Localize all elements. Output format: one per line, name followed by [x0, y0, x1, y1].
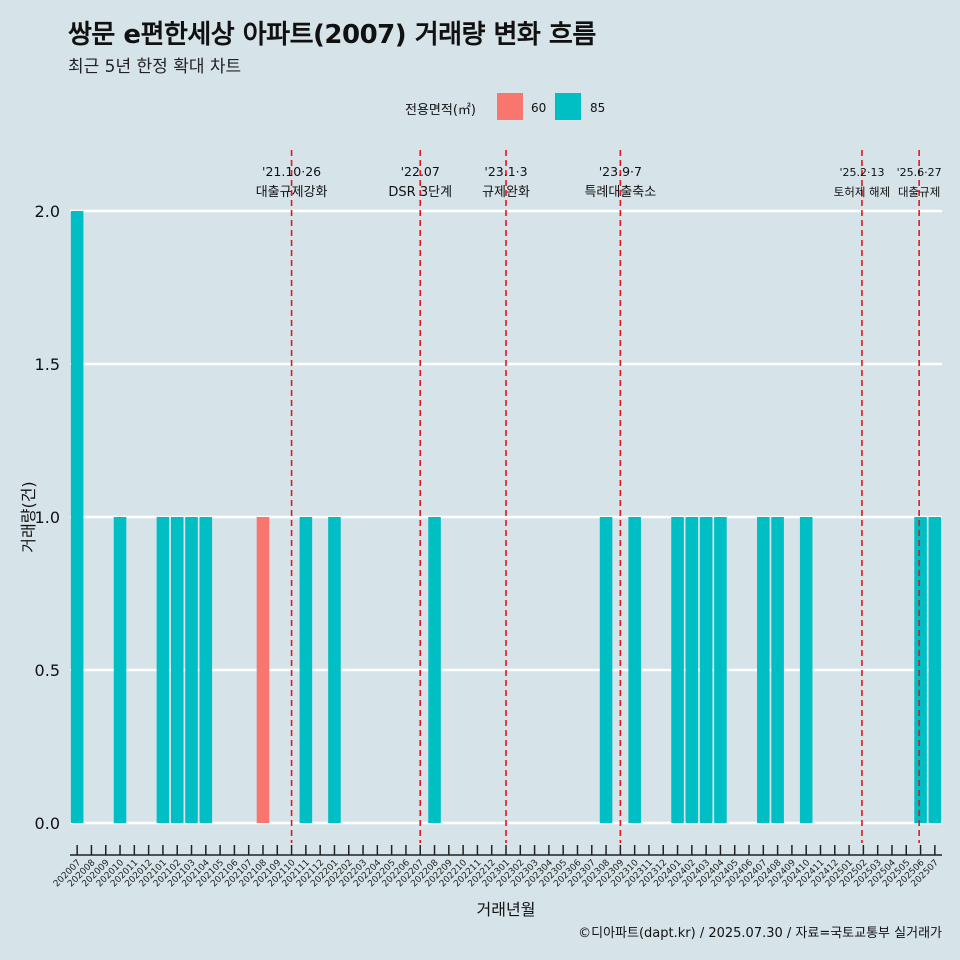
legend-swatch-60: [497, 93, 523, 120]
legend-swatch-85: [555, 93, 581, 120]
bar-85: [628, 517, 641, 823]
y-tick-label: 2.0: [35, 202, 60, 221]
legend-label-85: 85: [590, 101, 606, 115]
annotation-text: 대출규제강화: [256, 185, 328, 200]
y-tick-label: 1.0: [35, 508, 60, 527]
bar-85: [928, 517, 942, 823]
source-caption: ©디아파트(dapt.kr) / 2025.07.30 / 자료=국토교통부 실…: [578, 926, 942, 941]
bar-85: [185, 517, 198, 823]
legend-title: 전용면적(㎡): [405, 103, 476, 118]
annotation-date: '25.6·27: [897, 166, 942, 179]
bar-85: [714, 517, 727, 823]
legend-label-60: 60: [531, 101, 547, 115]
legend: 전용면적(㎡) 60 85: [0, 93, 960, 121]
bar-85: [914, 517, 927, 823]
x-axis-title: 거래년월: [477, 900, 536, 919]
y-tick-label: 1.5: [35, 355, 60, 374]
bar-85: [199, 517, 213, 823]
chart-title: 쌍문 e편한세상 아파트(2007) 거래량 변화 흐름: [68, 20, 596, 50]
bar-85: [299, 517, 313, 823]
bar-85: [113, 517, 127, 823]
annotation-text: 특례대출축소: [584, 185, 656, 200]
annotation-text: 대출규제: [898, 185, 940, 199]
annotation-text: DSR 3단계: [388, 185, 452, 200]
annotation-date: '25.2·13: [839, 166, 884, 179]
bar-85: [328, 517, 341, 823]
annotation-date: '21.10·26: [262, 164, 321, 179]
chart-subtitle: 최근 5년 한정 확대 차트: [68, 57, 242, 77]
annotation-text: 규제완화: [482, 185, 530, 200]
bar-85: [799, 517, 813, 823]
bar-85: [70, 211, 84, 823]
annotation-date: '23.9·7: [599, 164, 642, 179]
bar-85: [699, 517, 713, 823]
bar-60: [256, 517, 270, 823]
bar-85: [671, 517, 684, 823]
bar-85: [599, 517, 613, 823]
bar-85: [428, 517, 441, 823]
bar-85: [685, 517, 699, 823]
y-axis-title: 거래량(건): [19, 481, 38, 552]
bar-85: [757, 517, 770, 823]
annotation-text: 토허제 해제: [834, 185, 891, 199]
bar-85: [170, 517, 184, 823]
annotation-date: '22.07: [401, 164, 440, 179]
y-tick-label: 0.0: [35, 814, 60, 833]
annotation-date: '23.1·3: [484, 164, 527, 179]
bar-85: [771, 517, 784, 823]
y-tick-label: 0.5: [35, 661, 60, 680]
bar-85: [156, 517, 170, 823]
